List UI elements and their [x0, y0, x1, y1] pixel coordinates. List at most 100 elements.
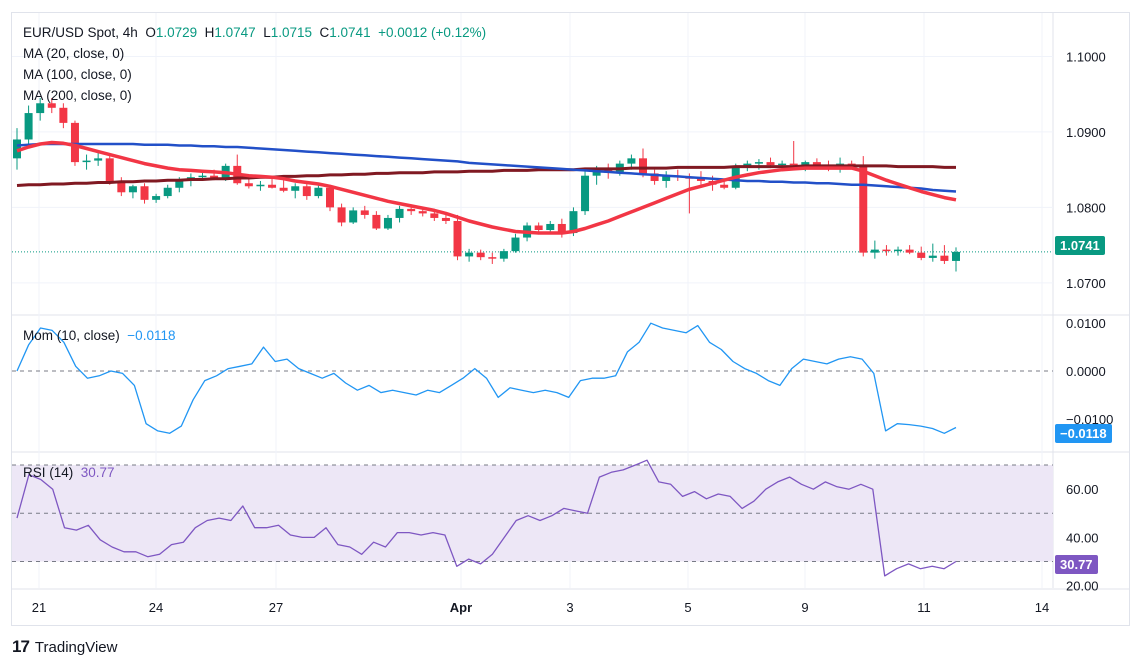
time-tick-label: 14	[1035, 600, 1049, 615]
candle-body	[244, 183, 253, 187]
rsi-last-tag: 30.77	[1055, 555, 1098, 574]
candle-body	[801, 162, 810, 166]
footer[interactable]: 17 TradingView	[12, 637, 117, 657]
candle-body	[268, 184, 277, 188]
ma200-line	[16, 164, 956, 187]
candle	[372, 211, 381, 231]
candle-body	[24, 113, 33, 140]
candle	[639, 148, 647, 178]
low-label: L	[263, 25, 271, 40]
time-tick-label: Apr	[450, 600, 472, 615]
ma100-line	[16, 142, 957, 193]
candle	[268, 177, 277, 189]
candle-body	[581, 175, 590, 212]
rsi-label[interactable]: RSI (14)	[23, 465, 74, 480]
ma20-legend[interactable]: MA (20, close, 0)	[23, 46, 125, 61]
candle	[465, 248, 474, 262]
candle-body	[894, 249, 903, 252]
candle	[337, 203, 346, 227]
candle	[326, 184, 334, 212]
candle	[952, 247, 960, 272]
mom-value: −0.0118	[127, 328, 176, 343]
candle-body	[870, 249, 879, 253]
candle	[662, 171, 671, 188]
rsi-tick-label: 60.00	[1066, 482, 1099, 497]
candle-body	[47, 103, 56, 108]
candle	[789, 140, 798, 169]
price-last-tag: 1.0741	[1055, 236, 1105, 255]
candle-body	[465, 252, 474, 257]
candle-body	[291, 186, 300, 191]
candle	[870, 240, 879, 259]
candle-body	[592, 169, 601, 176]
candle-body	[917, 252, 926, 258]
candle	[650, 169, 659, 185]
candle-body	[789, 163, 798, 166]
candle-body	[13, 139, 21, 159]
candle-body	[407, 208, 416, 212]
candle	[581, 171, 590, 215]
momentum-pane	[12, 322, 1053, 434]
candle-body	[326, 187, 334, 208]
candle-body	[453, 220, 462, 257]
chart-frame	[11, 12, 1130, 626]
symbol-label[interactable]: EUR/USD Spot, 4h	[23, 25, 138, 40]
candle	[488, 252, 497, 264]
time-tick-label: 3	[566, 600, 573, 615]
candle	[36, 97, 45, 121]
candle	[928, 243, 937, 262]
candle-body	[534, 225, 543, 231]
candle-body	[59, 107, 68, 123]
candle-body	[627, 158, 636, 164]
candle-body	[754, 162, 763, 164]
low-value: 1.0715	[270, 25, 313, 40]
rsi-line	[16, 459, 957, 577]
candle-body	[256, 184, 265, 187]
mom-tick-label: 0.0000	[1066, 364, 1106, 379]
time-tick-label: 27	[269, 600, 283, 615]
candle-body	[314, 187, 323, 197]
rsi-value: 30.77	[80, 465, 115, 480]
close-label: C	[319, 25, 330, 40]
candle	[163, 184, 172, 199]
candle	[152, 193, 161, 203]
mom-label[interactable]: Mom (10, close)	[23, 328, 120, 343]
candle-body	[418, 211, 427, 214]
ma20-line	[16, 140, 957, 235]
candle-body	[163, 187, 172, 197]
candle-body	[372, 214, 381, 229]
candle-body	[882, 249, 891, 252]
candle-body	[766, 162, 775, 166]
time-tick-label: 21	[32, 600, 46, 615]
axis-layer: 1.1000 1.0900 1.0800 1.0700 0.0100 0.0000 −0.0…	[32, 49, 1114, 615]
mom-last-tag: −0.0118	[1055, 424, 1112, 443]
candle	[233, 154, 242, 185]
candle	[47, 97, 56, 114]
candle-body	[650, 173, 659, 181]
candle-body	[743, 163, 752, 166]
time-tick-label: 24	[149, 600, 163, 615]
candle-body	[488, 257, 497, 259]
momentum-line	[16, 322, 957, 434]
candle	[302, 183, 311, 200]
mom-legend: Mom (10, close) −0.0118	[23, 325, 175, 346]
ma100-legend[interactable]: MA (100, close, 0)	[23, 67, 132, 82]
price-pane	[12, 97, 1053, 272]
ma200-legend[interactable]: MA (200, close, 0)	[23, 88, 132, 103]
candle	[314, 184, 323, 199]
candle-body	[128, 186, 137, 193]
brand-name: TradingView	[34, 638, 118, 656]
candle-body	[349, 210, 358, 223]
candle	[59, 103, 68, 129]
candle-body	[569, 211, 578, 234]
candle	[360, 205, 369, 219]
candle-body	[720, 184, 729, 188]
candle-body	[940, 255, 949, 261]
rsi-legend: RSI (14) 30.77	[23, 462, 115, 483]
candle	[511, 233, 520, 253]
candle-body	[105, 158, 114, 181]
candle-body	[859, 165, 868, 253]
candle	[349, 207, 358, 224]
candle	[105, 154, 114, 185]
